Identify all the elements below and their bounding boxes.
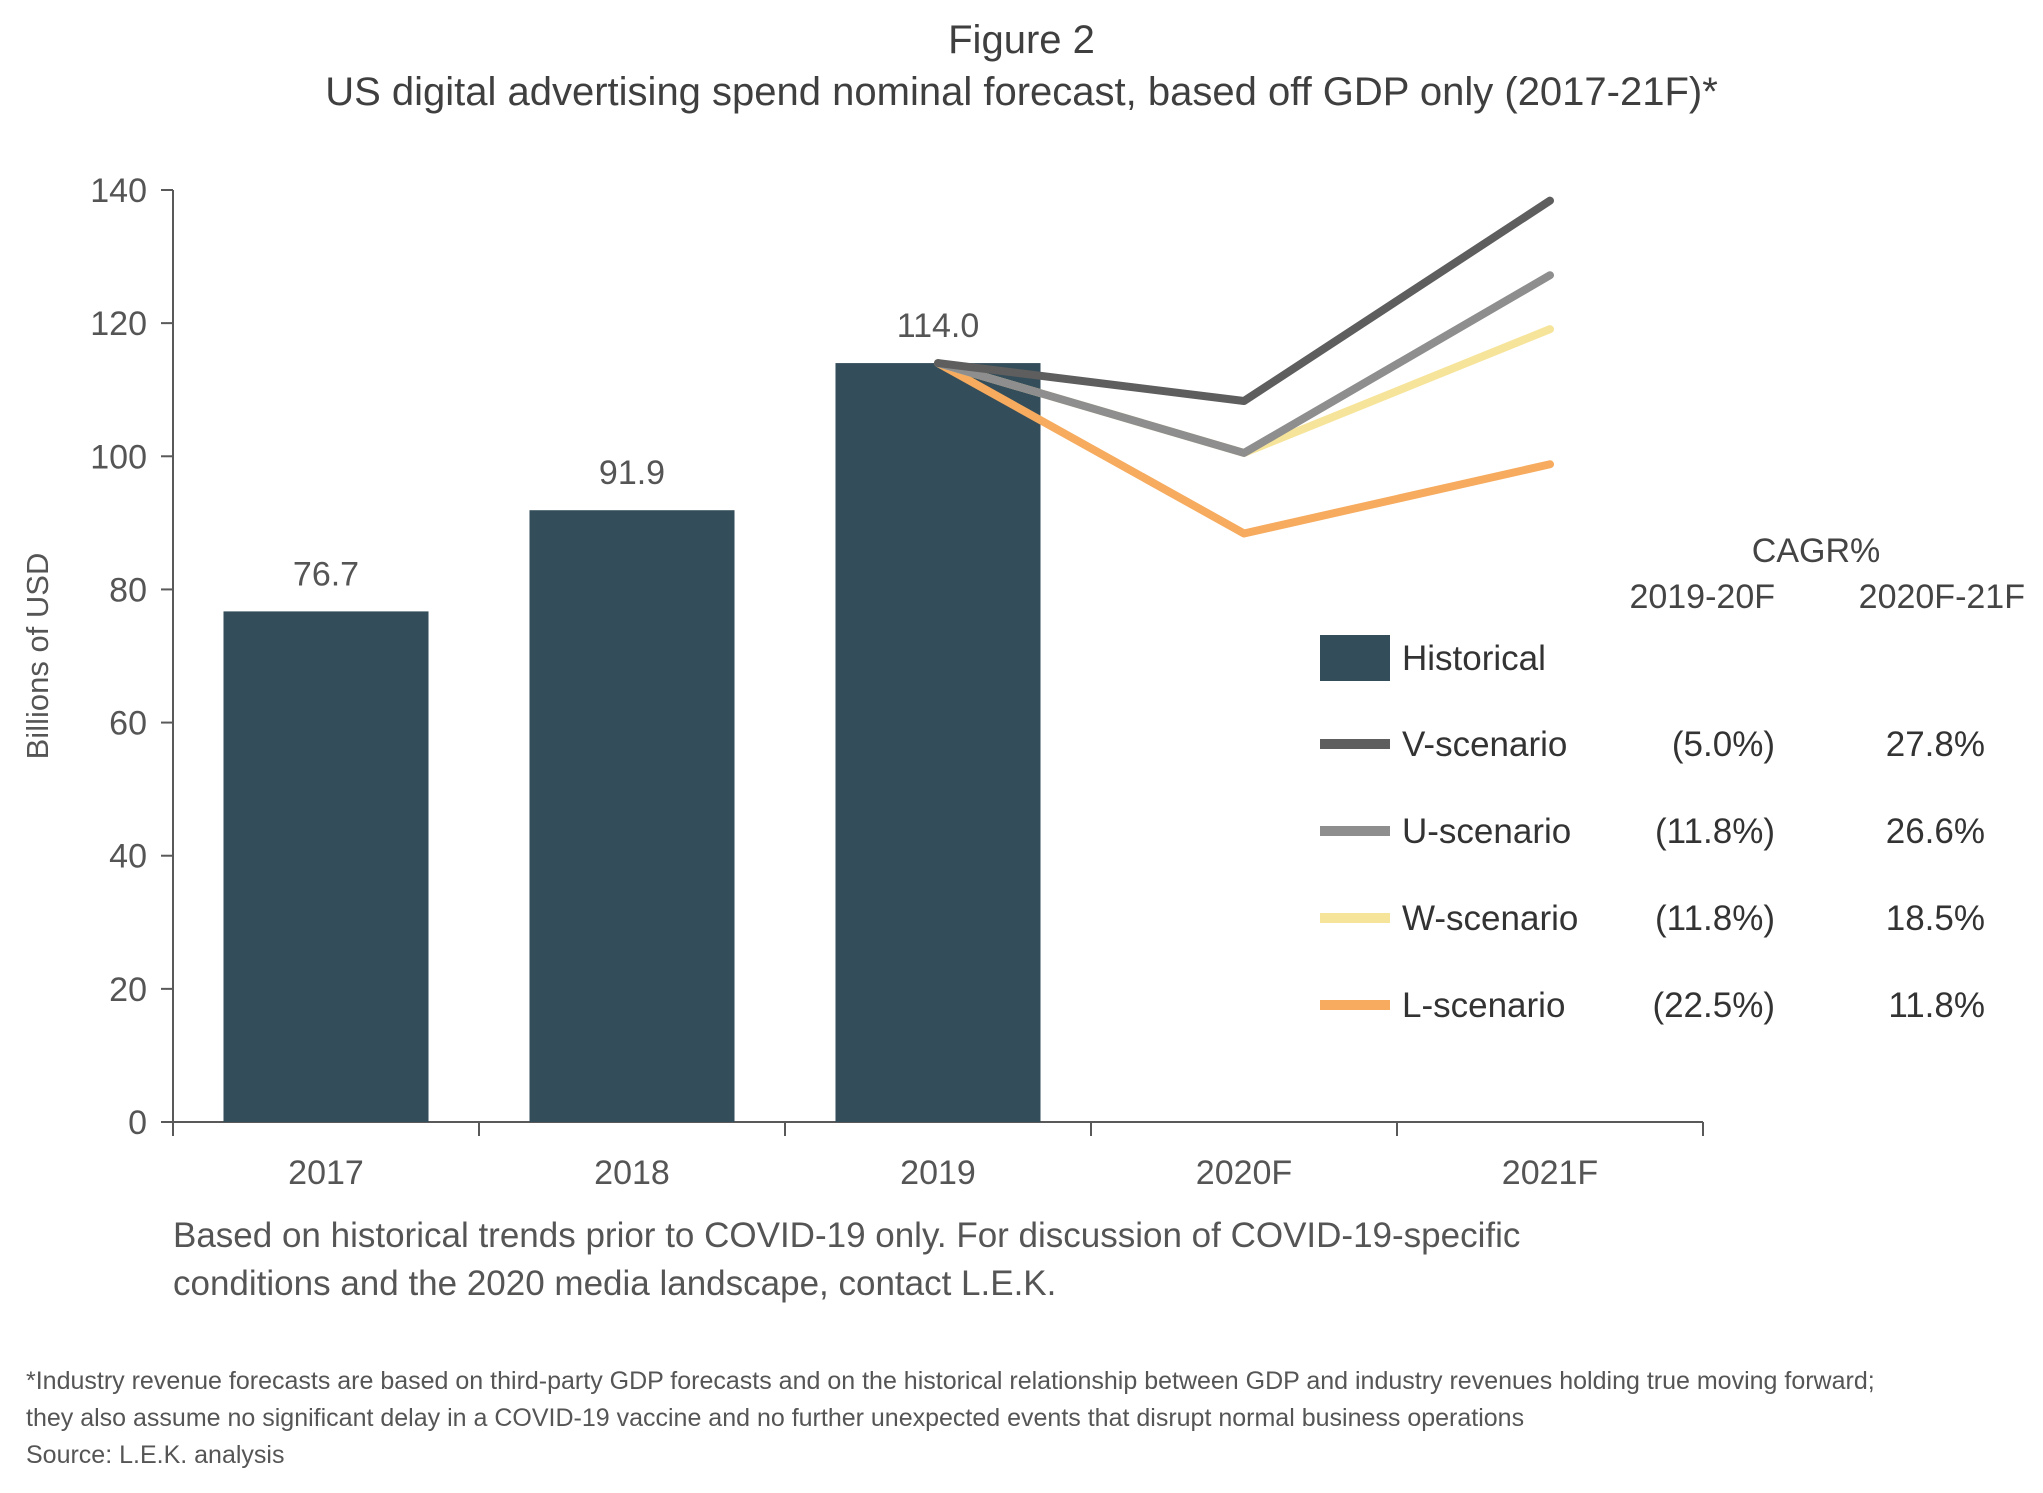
- series-line-l-scenario: [934, 359, 1554, 538]
- x-tick-label-2017: 2017: [288, 1154, 364, 1192]
- footnote-line-1: *Industry revenue forecasts are based on…: [26, 1367, 1875, 1395]
- y-tick-label-100: 100: [90, 438, 147, 476]
- legend-label-u-scenario: U-scenario: [1402, 812, 1571, 851]
- y-tick-label-40: 40: [109, 838, 147, 876]
- y-tick-label-140: 140: [90, 172, 147, 210]
- cagr-col2-heading: 2020F-21F: [1859, 578, 2025, 616]
- y-axis-label: Billions of USD: [20, 553, 55, 760]
- cagr-2019-20f-l-scenario: (22.5%): [1652, 986, 1775, 1025]
- cagr-col1-heading: 2019-20F: [1629, 578, 1775, 616]
- footnote-line-2: they also assume no significant delay in…: [26, 1404, 1525, 1432]
- cagr-2019-20f-u-scenario: (11.8%): [1655, 812, 1775, 851]
- y-tick-label-0: 0: [128, 1104, 147, 1142]
- figure-number: Figure 2: [948, 18, 1095, 62]
- series-line-v-scenario: [934, 196, 1554, 406]
- bar-2019: [835, 363, 1041, 1123]
- chart-title-block: Figure 2 US digital advertising spend no…: [0, 14, 2043, 118]
- note-line-2: conditions and the 2020 media landscape,…: [173, 1264, 1057, 1303]
- cagr-heading: CAGR%: [1752, 532, 1880, 570]
- legend-label-v-scenario: V-scenario: [1402, 725, 1567, 764]
- x-tick-label-2021F: 2021F: [1502, 1154, 1598, 1192]
- series-line-u-scenario: [934, 271, 1554, 457]
- y-tick-label-120: 120: [90, 305, 147, 343]
- bar-value-label-2018: 91.9: [599, 454, 665, 492]
- chart-note: Based on historical trends prior to COVI…: [173, 1212, 1673, 1308]
- y-tick-label-20: 20: [109, 971, 147, 1009]
- cagr-2020f-21f-v-scenario: 27.8%: [1886, 725, 1985, 764]
- x-tick-label-2019: 2019: [900, 1154, 976, 1192]
- footnote: *Industry revenue forecasts are based on…: [26, 1363, 2026, 1474]
- legend-swatch-historical: [1320, 635, 1390, 681]
- bar-value-label-2019: 114.0: [897, 307, 980, 345]
- cagr-2020f-21f-l-scenario: 11.8%: [1888, 986, 1985, 1025]
- note-line-1: Based on historical trends prior to COVI…: [173, 1216, 1521, 1255]
- legend-label-w-scenario: W-scenario: [1402, 899, 1578, 938]
- bar-2018: [529, 510, 735, 1122]
- x-tick-label-2020F: 2020F: [1196, 1154, 1292, 1192]
- cagr-2019-20f-v-scenario: (5.0%): [1672, 725, 1775, 764]
- bar-value-label-2017: 76.7: [293, 555, 359, 593]
- cagr-2020f-21f-u-scenario: 26.6%: [1886, 812, 1985, 851]
- cagr-2019-20f-w-scenario: (11.8%): [1655, 899, 1775, 938]
- cagr-2020f-21f-w-scenario: 18.5%: [1886, 899, 1985, 938]
- bar-2017: [223, 611, 429, 1122]
- legend-label-l-scenario: L-scenario: [1402, 986, 1565, 1025]
- source-line: Source: L.E.K. analysis: [26, 1441, 285, 1469]
- x-tick-label-2018: 2018: [594, 1154, 670, 1192]
- legend-label-historical: Historical: [1402, 639, 1546, 678]
- chart-title: US digital advertising spend nominal for…: [325, 70, 1718, 114]
- y-tick-label-60: 60: [109, 705, 147, 743]
- y-tick-label-80: 80: [109, 571, 147, 609]
